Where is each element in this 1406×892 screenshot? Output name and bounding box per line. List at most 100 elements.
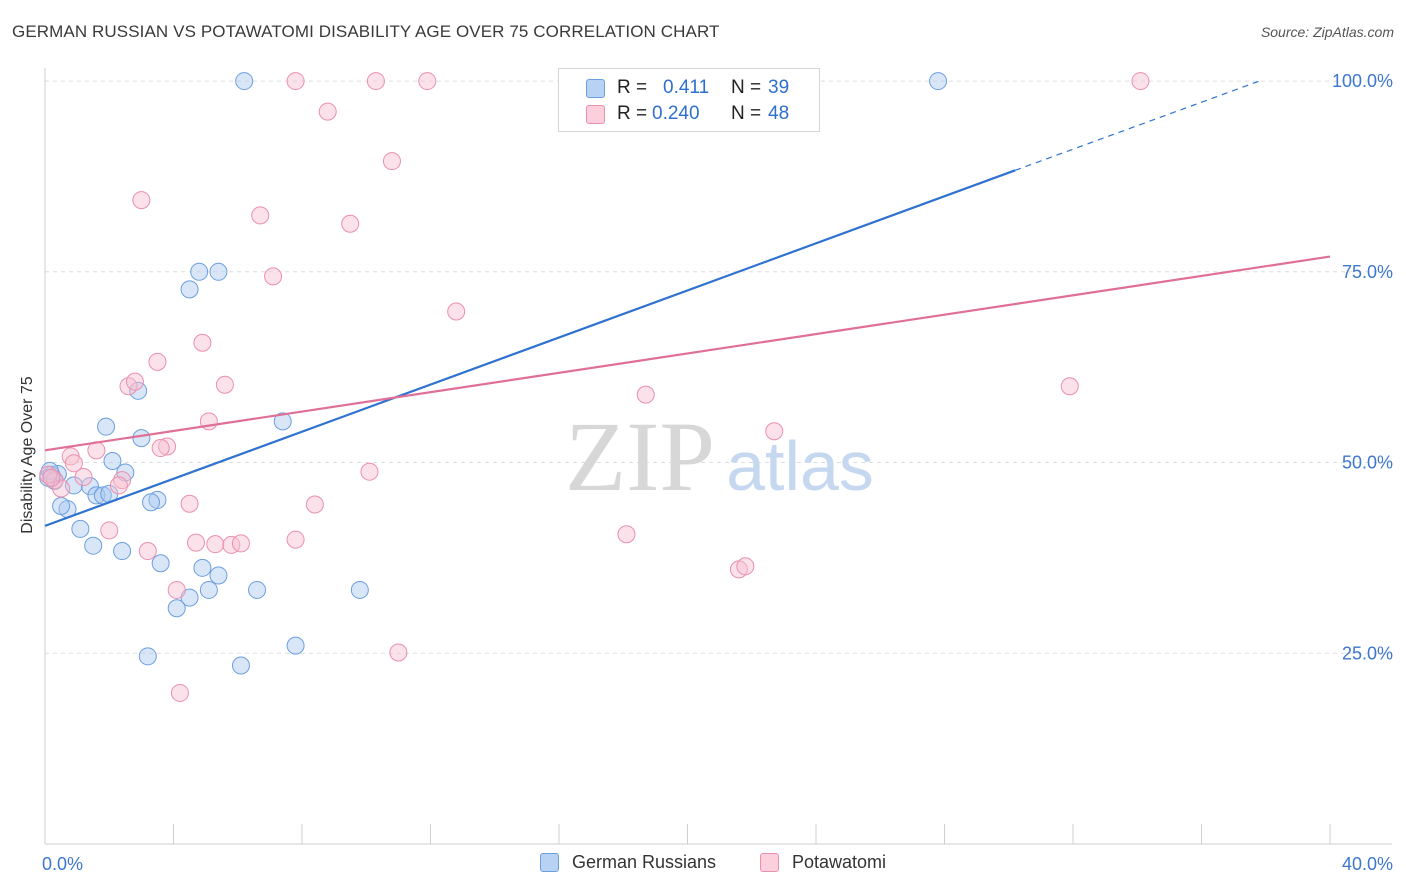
potawatomi-point bbox=[158, 437, 177, 456]
correlation-legend: R = 0.411 N = 39 R = 0.240 N = 48 bbox=[558, 68, 820, 132]
potawatomi-point bbox=[264, 267, 283, 286]
bottom-legend-label: German Russians bbox=[572, 852, 717, 872]
trend-layer bbox=[44, 80, 1331, 527]
legend-swatch-pink bbox=[586, 105, 605, 124]
y-tick-label: 100.0% bbox=[1332, 71, 1393, 91]
potawatomi-point bbox=[617, 525, 636, 544]
potawatomi-point bbox=[148, 352, 167, 371]
watermark-atlas: atlas bbox=[726, 427, 874, 505]
bottom-legend-swatch-blue bbox=[540, 853, 559, 872]
german-russians-point bbox=[87, 486, 106, 505]
potawatomi-point bbox=[1060, 377, 1079, 396]
german-russians-point bbox=[113, 542, 132, 561]
potawatomi-point bbox=[418, 72, 437, 91]
potawatomi-point bbox=[206, 535, 225, 554]
potawatomi-point bbox=[341, 214, 360, 233]
german-russians-point bbox=[286, 636, 305, 655]
legend-row-potawatomi: R = 0.240 N = 48 bbox=[559, 101, 819, 127]
german-russians-point bbox=[248, 580, 267, 599]
legend-n-value: 48 bbox=[768, 103, 790, 124]
german-russians-point bbox=[80, 477, 99, 496]
potawatomi-point bbox=[138, 542, 157, 561]
potawatomi-point bbox=[765, 422, 784, 441]
watermark: ZIP atlas bbox=[565, 401, 874, 512]
bottom-legend-swatch-pink bbox=[760, 853, 779, 872]
potawatomi-point bbox=[109, 476, 128, 495]
potawatomi-point bbox=[180, 494, 199, 513]
points-layer bbox=[39, 72, 1150, 702]
potawatomi-point bbox=[39, 465, 58, 484]
potawatomi-point bbox=[100, 521, 119, 540]
legend-n-label: N = bbox=[731, 103, 762, 124]
y-axis-label: Disability Age Over 75 bbox=[19, 376, 36, 534]
potawatomi-point bbox=[231, 534, 250, 553]
source-label: Source: ZipAtlas.com bbox=[1260, 24, 1394, 40]
legend-r-label: R = bbox=[617, 103, 648, 124]
potawatomi-point bbox=[167, 580, 186, 599]
legend-r-value: 0.411 bbox=[663, 77, 710, 98]
german-russians-point bbox=[151, 554, 170, 573]
german-russians-point bbox=[190, 262, 209, 281]
german-russians-point bbox=[273, 412, 292, 431]
x-tick-label: 0.0% bbox=[42, 854, 83, 874]
german-russians-point bbox=[235, 72, 254, 91]
y-tick-label: 25.0% bbox=[1342, 643, 1393, 663]
german-russians-point bbox=[231, 656, 250, 675]
potawatomi-point bbox=[170, 683, 189, 702]
potawatomi-point bbox=[318, 102, 337, 121]
potawatomi-point bbox=[286, 530, 305, 549]
german-russians-point bbox=[199, 580, 218, 599]
legend-r-value: 0.240 bbox=[652, 103, 700, 124]
y-tick-label: 50.0% bbox=[1342, 453, 1393, 473]
german-russians-trend-extension bbox=[1014, 80, 1260, 171]
potawatomi-point bbox=[251, 206, 270, 225]
german-russians-point bbox=[132, 429, 151, 448]
potawatomi-point bbox=[366, 72, 385, 91]
german-russians-point bbox=[350, 580, 369, 599]
german-russians-point bbox=[103, 452, 122, 471]
german-russians-point bbox=[142, 493, 161, 512]
y-tick-label: 75.0% bbox=[1342, 262, 1393, 282]
potawatomi-point bbox=[215, 375, 234, 394]
grid-layer bbox=[45, 80, 1392, 654]
german-russians-point bbox=[71, 519, 90, 538]
potawatomi-point bbox=[222, 535, 241, 554]
legend-n-label: N = bbox=[731, 77, 762, 98]
legend-row-german-russians: R = 0.411 N = 39 bbox=[559, 75, 819, 101]
german-russians-point bbox=[97, 417, 116, 436]
legend-n-value: 39 bbox=[768, 77, 790, 98]
chart-title: GERMAN RUSSIAN VS POTAWATOMI DISABILITY … bbox=[12, 22, 720, 41]
bottom-legend-label: Potawatomi bbox=[792, 852, 887, 872]
german-russians-point bbox=[84, 536, 103, 555]
german-russians-point bbox=[52, 497, 71, 516]
german-russians-point bbox=[209, 566, 228, 585]
german-russians-point bbox=[209, 262, 228, 281]
german-russians-point bbox=[167, 599, 186, 618]
german-russians-point bbox=[138, 647, 157, 666]
potawatomi-point bbox=[125, 372, 144, 391]
potawatomi-point bbox=[64, 454, 83, 473]
potawatomi-point bbox=[186, 533, 205, 552]
potawatomi-point bbox=[113, 471, 132, 490]
x-tick-label: 40.0% bbox=[1342, 854, 1393, 874]
potawatomi-point bbox=[119, 377, 138, 396]
potawatomi-point bbox=[193, 333, 212, 352]
potawatomi-point bbox=[286, 72, 305, 91]
german-russians-point bbox=[193, 558, 212, 577]
legend-swatch-blue bbox=[586, 79, 605, 98]
potawatomi-point bbox=[74, 468, 93, 487]
german-russians-point bbox=[180, 280, 199, 299]
potawatomi-point bbox=[42, 468, 61, 487]
potawatomi-point bbox=[736, 557, 755, 576]
tick-labels: 25.0% 50.0% 75.0% 100.0% 0.0% 40.0% bbox=[42, 71, 1393, 874]
legend-r-label: R = bbox=[617, 77, 648, 98]
potawatomi-point bbox=[447, 302, 466, 321]
axis-layer bbox=[44, 68, 1392, 845]
potawatomi-point bbox=[636, 385, 655, 404]
potawatomi-point bbox=[151, 439, 170, 458]
potawatomi-trend-line bbox=[44, 255, 1331, 452]
potawatomi-point bbox=[389, 643, 408, 662]
watermark-zip: ZIP bbox=[565, 401, 715, 512]
potawatomi-point bbox=[132, 191, 151, 210]
